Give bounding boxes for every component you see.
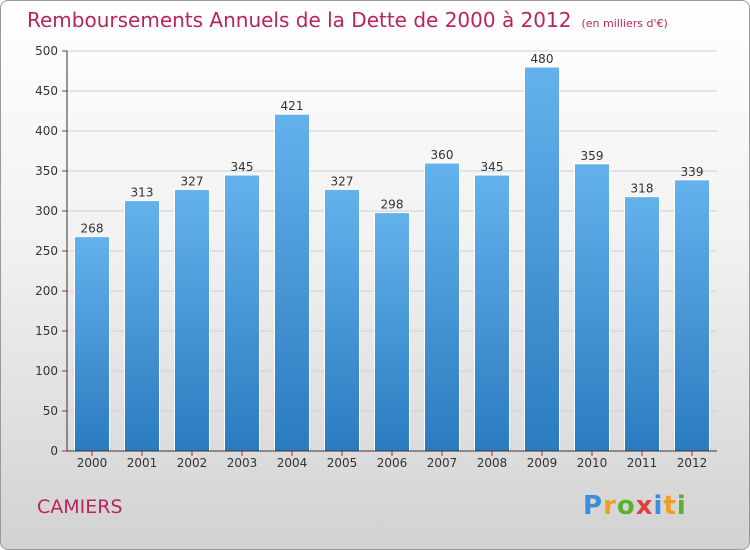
bar-2004	[274, 113, 310, 452]
data-label-2002: 327	[181, 174, 204, 188]
chart-title-unit: (en milliers d'€)	[581, 17, 668, 30]
x-tick-label: 2005	[327, 456, 358, 470]
location-label: CAMIERS	[37, 496, 123, 518]
bar-2011	[624, 196, 660, 452]
data-label-2009: 480	[531, 52, 554, 66]
bar-2006	[374, 212, 410, 452]
data-label-2001: 313	[131, 186, 154, 200]
bar-2008	[474, 174, 510, 452]
x-tick-label: 2008	[477, 456, 508, 470]
y-tick-label: 350	[35, 164, 58, 178]
x-tick-label: 2007	[427, 456, 458, 470]
data-label-2010: 359	[581, 149, 604, 163]
bars	[74, 66, 710, 452]
data-label-2005: 327	[331, 174, 354, 188]
data-label-2000: 268	[81, 222, 104, 236]
y-tick-label: 300	[35, 204, 58, 218]
x-tick-label: 2002	[177, 456, 208, 470]
x-tick-label: 2009	[527, 456, 558, 470]
y-tick-label: 150	[35, 324, 58, 338]
proxiti-logo: Proxiti	[583, 491, 687, 521]
x-tick-label: 2006	[377, 456, 408, 470]
bar-2001	[124, 200, 160, 452]
bar-2010	[574, 163, 610, 452]
x-tick-label: 2010	[577, 456, 608, 470]
bar-2007	[424, 162, 460, 452]
bar-2009	[524, 66, 560, 452]
logo-letter: i	[676, 491, 687, 521]
logo-letter: o	[616, 491, 636, 521]
data-label-2006: 298	[381, 198, 404, 212]
y-tick-label: 500	[35, 44, 58, 58]
x-tick-label: 2003	[227, 456, 258, 470]
logo-letter: i	[653, 491, 664, 521]
x-tick-label: 2004	[277, 456, 308, 470]
chart-title: Remboursements Annuels de la Dette de 20…	[27, 8, 668, 32]
logo-letter: P	[583, 491, 604, 521]
y-tick-label: 50	[43, 404, 58, 418]
data-label-2008: 345	[481, 160, 504, 174]
data-label-2011: 318	[631, 182, 654, 196]
data-label-2004: 421	[281, 99, 304, 113]
bar-2003	[224, 174, 260, 452]
x-tick-label: 2011	[627, 456, 658, 470]
y-tick-label: 200	[35, 284, 58, 298]
x-axis-ticks: 2000 2001 2002 2003 2004 2005 2006 2007 2008 2009…	[77, 451, 708, 470]
data-label-2012: 339	[681, 165, 704, 179]
logo-letter: t	[663, 491, 677, 521]
bar-2012	[674, 179, 710, 452]
bar-2002	[174, 188, 210, 452]
x-tick-label: 2000	[77, 456, 108, 470]
y-tick-label: 450	[35, 84, 58, 98]
data-label-2007: 360	[431, 148, 454, 162]
logo-letter: x	[635, 491, 654, 521]
x-tick-label: 2001	[127, 456, 158, 470]
y-tick-label: 250	[35, 244, 58, 258]
bar-2005	[324, 188, 360, 452]
axes	[66, 51, 717, 452]
x-tick-label: 2012	[677, 456, 708, 470]
data-label-2003: 345	[231, 160, 254, 174]
data-labels: 268 313 327 345 421 327 298 360 345 480 359 318 339	[81, 52, 704, 236]
logo-letter: r	[603, 491, 617, 521]
chart-title-main: Remboursements Annuels de la Dette de 20…	[27, 8, 572, 32]
y-axis-ticks: 0 50 100 150 200 250 300 350 400 450 500	[35, 44, 67, 458]
y-tick-label: 0	[50, 444, 58, 458]
y-tick-label: 100	[35, 364, 58, 378]
bar-2000	[74, 236, 110, 452]
y-tick-label: 400	[35, 124, 58, 138]
